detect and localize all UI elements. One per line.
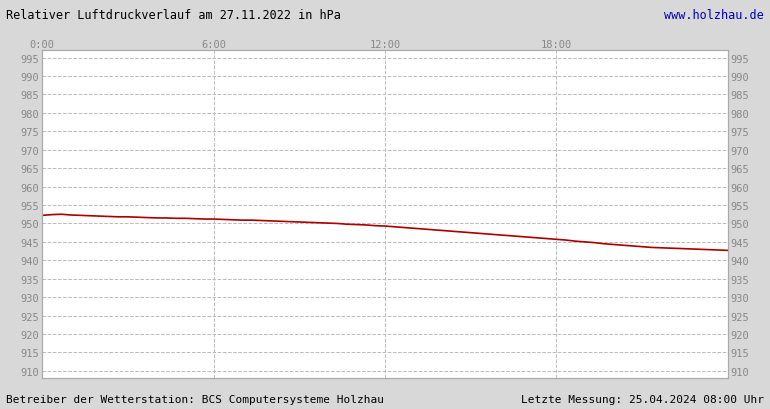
Text: Betreiber der Wetterstation: BCS Computersysteme Holzhau: Betreiber der Wetterstation: BCS Compute…	[6, 394, 384, 404]
Text: Relativer Luftdruckverlauf am 27.11.2022 in hPa: Relativer Luftdruckverlauf am 27.11.2022…	[6, 9, 341, 22]
Text: www.holzhau.de: www.holzhau.de	[664, 9, 764, 22]
Text: Letzte Messung: 25.04.2024 08:00 Uhr: Letzte Messung: 25.04.2024 08:00 Uhr	[521, 394, 764, 404]
